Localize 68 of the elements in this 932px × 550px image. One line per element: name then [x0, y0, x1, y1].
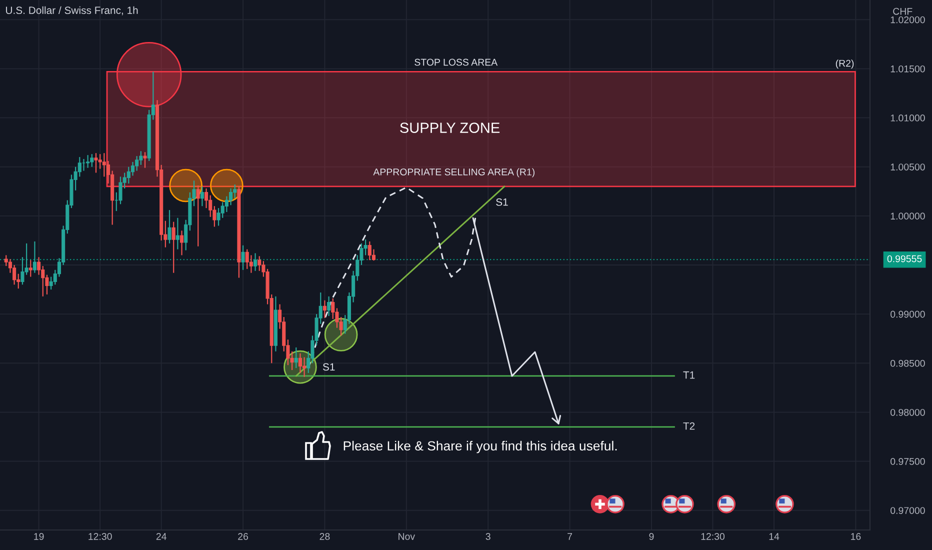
y-tick-label: 0.98000 [890, 408, 925, 416]
annotation: APPROPRIATE SELLING AREA (R1) [373, 168, 534, 178]
candlestick [28, 260, 32, 278]
x-tick-label: 14 [769, 533, 780, 540]
ref-line-label: T2 [683, 422, 695, 430]
candlestick [241, 244, 245, 270]
candlestick [37, 256, 41, 276]
candlestick [130, 161, 135, 176]
candlestick [228, 188, 233, 206]
candlestick [94, 152, 98, 174]
x-tick-label: 9 [649, 533, 654, 540]
candlestick [294, 346, 298, 369]
y-tick-label: 0.97000 [890, 507, 925, 514]
y-tick-label: 0.98500 [890, 360, 925, 367]
annotation: STOP LOSS AREA [414, 58, 498, 66]
y-tick-label: 1.01500 [890, 65, 925, 72]
band-label: SUPPLY ZONE [400, 122, 500, 133]
text: U.S. Dollar / Swiss Franc, 1h [6, 6, 138, 16]
candlestick [180, 230, 184, 256]
x-tick-label: 24 [156, 533, 166, 540]
x-tick-label: 26 [238, 533, 248, 540]
candlestick [20, 256, 24, 286]
candlestick [168, 209, 172, 244]
candlestick [196, 184, 200, 247]
y-tick-label: 0.97500 [890, 458, 925, 465]
candlestick [204, 188, 208, 209]
candlestick [143, 152, 147, 168]
candlestick [368, 240, 372, 261]
candlestick [298, 352, 302, 374]
ref-line-label: 0.99555 [887, 255, 922, 262]
x-tick-label: 3 [486, 533, 490, 540]
x-tick-label: Nov [398, 533, 416, 540]
x-tick-label: 7 [568, 533, 572, 540]
candlestick [258, 256, 262, 272]
candlestick [32, 240, 36, 274]
y-tick-label: 1.02000 [890, 16, 925, 24]
candlestick [339, 316, 343, 336]
candlestick [372, 248, 376, 262]
candlestick [249, 254, 253, 274]
y-tick-label: 1.00500 [890, 164, 925, 170]
x-tick-label: 28 [320, 533, 330, 540]
annotation: (R2) [836, 60, 854, 69]
candlestick [172, 221, 176, 274]
x-tick-label: 19 [34, 533, 44, 540]
candlestick [86, 154, 90, 168]
annotation: S1 [496, 198, 508, 206]
x-tick-label: 16 [851, 533, 861, 540]
y-tick-label: 1.01000 [890, 114, 925, 122]
y-tick-label: 0.99000 [890, 310, 925, 318]
candlestick [200, 186, 204, 207]
x-tick-label: 12:30 [701, 533, 725, 540]
annotation: S1 [322, 363, 335, 371]
y-tick-label: 1.00000 [890, 212, 925, 220]
candlestick [126, 166, 130, 184]
candlestick [322, 300, 326, 319]
candlestick [302, 356, 306, 378]
candlestick [90, 154, 94, 168]
candlestick [176, 217, 180, 250]
candlestick [254, 252, 258, 272]
annotation: Please Like & Share if you find this idea useful. [344, 440, 617, 454]
x-tick-label: 12:30 [88, 533, 112, 540]
y-axis-title: CHF [893, 8, 912, 15]
candlestick [135, 156, 139, 172]
candlestick [245, 248, 249, 270]
candlestick [78, 156, 82, 178]
candlestick [331, 298, 335, 320]
candlestick [327, 296, 331, 317]
ref-line-label: T1 [683, 371, 695, 379]
